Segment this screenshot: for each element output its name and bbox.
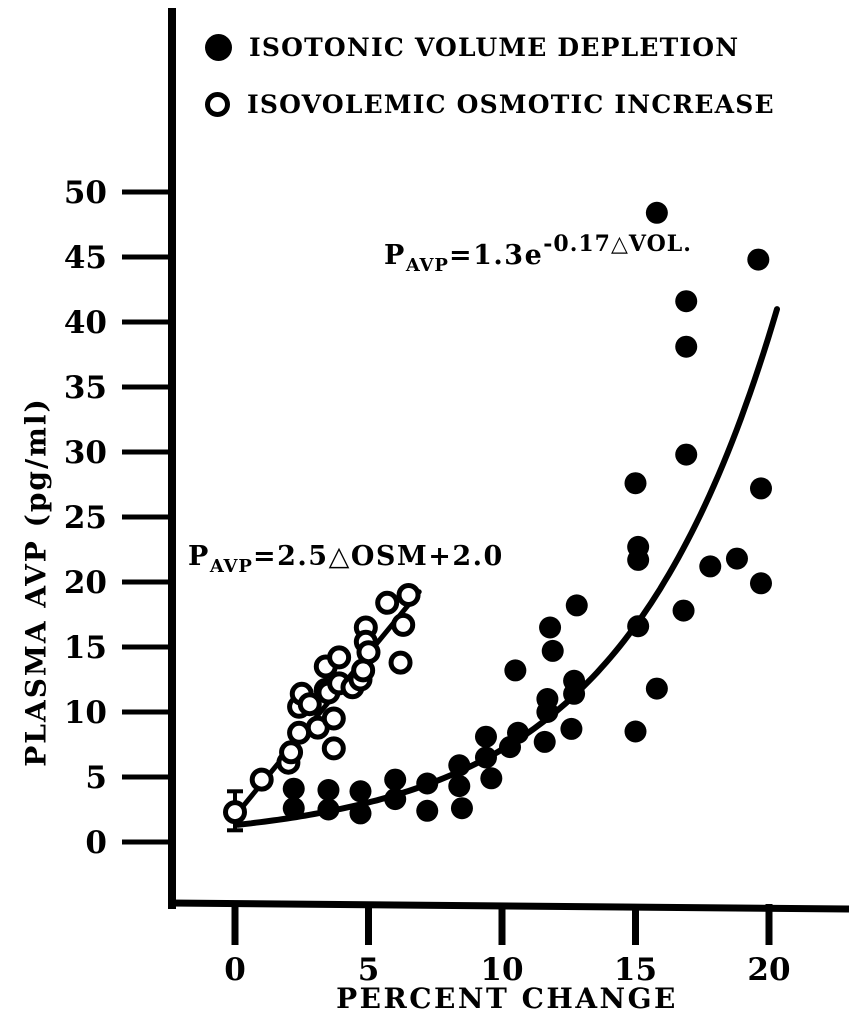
data-point-osmotic	[327, 645, 352, 670]
data-point-volume	[474, 746, 497, 769]
equation-exponent: -0.17△VOL.	[543, 231, 692, 257]
data-point-volume	[749, 572, 772, 595]
x-tick-label: 10	[480, 952, 523, 988]
data-point-volume	[541, 639, 564, 662]
data-point-osmotic	[321, 736, 346, 761]
data-point-volume	[645, 201, 668, 224]
filled-circle-icon	[205, 34, 232, 61]
data-point-volume	[282, 797, 305, 820]
data-point-volume	[416, 799, 439, 822]
y-tick-label: 25	[64, 500, 107, 536]
equation-body: =2.5△OSM+2.0	[252, 541, 504, 572]
y-tick-label: 35	[64, 370, 107, 406]
x-tick-label: 20	[747, 952, 790, 988]
data-point-volume	[624, 472, 647, 495]
y-tick-label: 50	[64, 175, 107, 211]
legend-item-isotonic-volume-depletion: ISOTONIC VOLUME DEPLETION	[205, 33, 739, 62]
equation-subscript: AVP	[405, 255, 449, 276]
legend-item-isovolemic-osmotic-increase: ISOVOLEMIC OSMOTIC INCREASE	[205, 90, 775, 119]
x-axis	[168, 899, 850, 913]
legend-label: ISOVOLEMIC OSMOTIC INCREASE	[247, 90, 775, 119]
equation-subscript: AVP	[209, 556, 253, 577]
data-point-volume	[349, 780, 372, 803]
data-point-osmotic	[287, 720, 312, 745]
data-point-volume	[349, 802, 372, 825]
y-tick-label: 5	[85, 760, 107, 796]
data-point-volume	[317, 798, 340, 821]
x-tick-label: 15	[614, 952, 657, 988]
y-tick-label: 30	[64, 435, 107, 471]
y-tick-label: 40	[64, 305, 107, 341]
y-tick-label: 0	[85, 825, 107, 861]
data-point-volume	[747, 248, 770, 271]
data-point-volume	[448, 775, 471, 798]
data-point-osmotic	[396, 583, 421, 607]
legend-label: ISOTONIC VOLUME DEPLETION	[249, 33, 740, 62]
data-point-volume	[645, 677, 668, 700]
volume-fit-equation: PAVP=1.3e-0.17△VOL.	[384, 233, 692, 275]
x-tick-label: 0	[224, 952, 246, 988]
data-point-volume	[384, 768, 407, 791]
data-point-osmotic	[279, 740, 304, 765]
data-point-volume	[450, 797, 473, 820]
data-point-volume	[504, 659, 527, 682]
data-point-osmotic	[375, 590, 400, 615]
equation-body: =1.3e	[448, 240, 544, 271]
data-point-volume	[672, 599, 695, 622]
open-circle-icon	[205, 92, 230, 117]
data-point-volume	[317, 779, 340, 801]
data-point-volume	[507, 721, 530, 744]
data-point-osmotic	[321, 706, 346, 731]
data-point-volume	[384, 788, 407, 811]
data-point-volume	[282, 777, 305, 800]
data-point-volume	[533, 730, 556, 753]
data-point-volume	[480, 767, 503, 790]
data-point-volume	[675, 290, 698, 313]
data-point-volume	[536, 688, 559, 710]
data-point-volume	[563, 669, 586, 692]
data-point-volume	[627, 535, 650, 558]
osmotic-fit-equation: PAVP=2.5△OSM+2.0	[188, 541, 504, 576]
data-point-volume	[725, 547, 748, 570]
data-point-volume	[416, 772, 439, 795]
data-point-volume	[675, 335, 698, 358]
data-point-osmotic	[388, 650, 413, 675]
data-point-volume	[539, 616, 562, 639]
data-point-osmotic	[223, 800, 247, 825]
y-tick-label: 45	[64, 240, 107, 276]
data-point-volume	[565, 594, 588, 617]
data-point-volume	[627, 615, 650, 638]
y-tick-label: 20	[64, 565, 107, 601]
y-axis-title: PLASMA AVP (pg/ml)	[19, 397, 53, 767]
data-point-osmotic	[249, 767, 274, 792]
equation-symbol: P	[384, 240, 406, 271]
data-point-osmotic	[356, 640, 381, 665]
data-point-osmotic	[391, 612, 416, 637]
data-point-volume	[699, 555, 722, 578]
data-point-volume	[474, 725, 497, 748]
y-tick-label: 10	[64, 695, 107, 731]
data-point-volume	[624, 720, 647, 743]
data-point-osmotic	[297, 692, 322, 717]
x-axis-title: PERCENT CHANGE	[336, 982, 678, 1015]
data-point-volume	[560, 717, 583, 740]
data-point-volume	[749, 477, 772, 500]
x-tick-label: 5	[358, 952, 380, 988]
equation-symbol: P	[188, 541, 210, 572]
y-tick-label: 15	[64, 630, 107, 666]
data-point-volume	[448, 754, 471, 777]
data-point-volume	[675, 443, 698, 466]
